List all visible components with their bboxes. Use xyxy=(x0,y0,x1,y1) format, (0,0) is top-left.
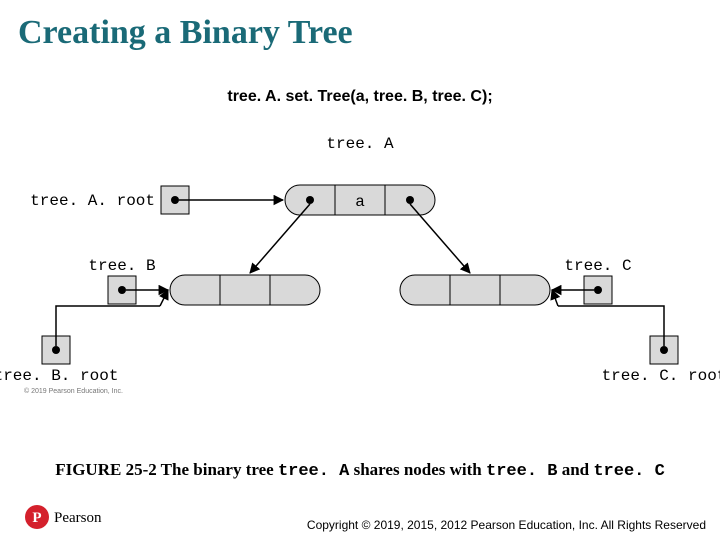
treeA-label: tree. A xyxy=(326,135,394,153)
svg-text:tree. B: tree. B xyxy=(88,257,155,275)
pointer-treeB: tree. B xyxy=(88,257,168,304)
caption-mid-2: and xyxy=(557,460,593,479)
publisher-name: Pearson xyxy=(54,510,102,526)
svg-text:tree. C. root: tree. C. root xyxy=(602,367,720,385)
node-a: a xyxy=(285,185,435,215)
code-line: tree. A. set. Tree(a, tree. B, tree. C); xyxy=(0,88,720,106)
svg-text:P: P xyxy=(32,510,41,526)
caption-mono-3: tree. C xyxy=(593,462,664,481)
svg-text:tree. B. root: tree. B. root xyxy=(0,367,118,385)
caption-prefix: FIGURE 25-2 The binary tree xyxy=(55,460,278,479)
svg-text:tree. C: tree. C xyxy=(564,257,631,275)
slide: Creating a Binary Tree tree. A. set. Tre… xyxy=(0,0,720,540)
diagram-container: tree. A a xyxy=(0,130,720,390)
edge-a-to-b xyxy=(250,204,310,273)
caption-mono-2: tree. B xyxy=(486,462,557,481)
figure-caption: FIGURE 25-2 The binary tree tree. A shar… xyxy=(0,460,720,481)
node-b xyxy=(170,275,320,305)
edge-a-to-c xyxy=(410,204,470,273)
caption-mid-1: shares nodes with xyxy=(349,460,486,479)
publisher-logo: P Pearson xyxy=(24,504,134,530)
fine-print: © 2019 Pearson Education, Inc. xyxy=(24,388,123,395)
caption-mono-1: tree. A xyxy=(278,462,349,481)
pointer-treeC-root: tree. C. root xyxy=(552,290,720,385)
pointer-treeB-root: tree. B. root xyxy=(0,290,168,385)
node-c xyxy=(400,275,550,305)
copyright-footer: Copyright © 2019, 2015, 2012 Pearson Edu… xyxy=(307,518,706,532)
page-title: Creating a Binary Tree xyxy=(18,14,353,52)
pointer-treeA-root: tree. A. root xyxy=(30,186,283,214)
node-a-label: a xyxy=(355,193,365,211)
pointer-treeC: tree. C xyxy=(552,257,632,304)
binary-tree-diagram: tree. A a xyxy=(0,130,720,390)
svg-text:tree. A. root: tree. A. root xyxy=(30,192,155,210)
